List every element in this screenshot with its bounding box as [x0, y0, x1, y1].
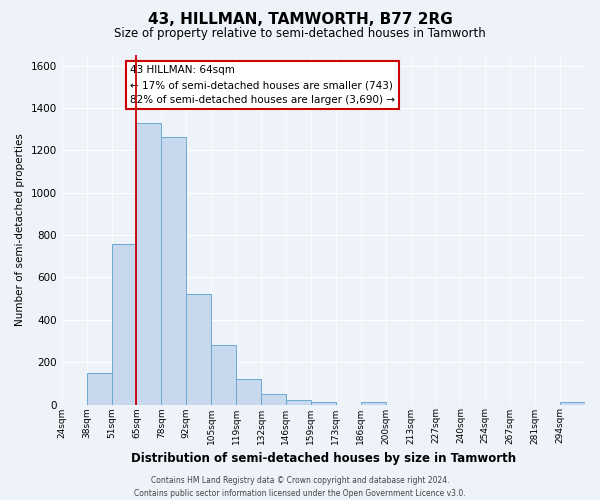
Bar: [560, 402, 585, 404]
Bar: [112, 244, 136, 404]
X-axis label: Distribution of semi-detached houses by size in Tamworth: Distribution of semi-detached houses by …: [131, 452, 516, 465]
Y-axis label: Number of semi-detached properties: Number of semi-detached properties: [15, 134, 25, 326]
Text: 43, HILLMAN, TAMWORTH, B77 2RG: 43, HILLMAN, TAMWORTH, B77 2RG: [148, 12, 452, 28]
Bar: [161, 136, 186, 404]
Bar: [136, 123, 161, 404]
Text: Contains HM Land Registry data © Crown copyright and database right 2024.
Contai: Contains HM Land Registry data © Crown c…: [134, 476, 466, 498]
Bar: [261, 394, 286, 404]
Bar: [236, 379, 261, 404]
Bar: [311, 402, 336, 404]
Bar: [361, 402, 386, 404]
Bar: [286, 400, 311, 404]
Bar: [86, 372, 112, 404]
Text: 43 HILLMAN: 64sqm
← 17% of semi-detached houses are smaller (743)
82% of semi-de: 43 HILLMAN: 64sqm ← 17% of semi-detached…: [130, 66, 395, 105]
Text: Size of property relative to semi-detached houses in Tamworth: Size of property relative to semi-detach…: [114, 28, 486, 40]
Bar: [211, 345, 236, 405]
Bar: [186, 294, 211, 405]
